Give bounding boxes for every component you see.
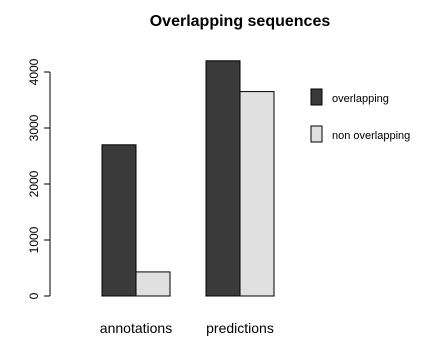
- x-category-label: predictions: [206, 320, 274, 336]
- y-tick-label: 4000: [27, 58, 41, 85]
- legend-label-non-overlapping: non overlapping: [332, 130, 410, 142]
- chart-title: Overlapping sequences: [150, 13, 331, 30]
- category-labels: annotations predictions: [100, 320, 274, 336]
- y-tick-label: 0: [27, 292, 41, 299]
- legend-swatch-non-overlapping: [310, 125, 323, 143]
- bar-annotations-non-overlapping: [135, 271, 171, 297]
- x-category-label: annotations: [100, 320, 172, 336]
- bar-predictions-overlapping: [205, 60, 241, 297]
- bar-annotations-overlapping: [101, 144, 137, 297]
- bar-predictions-non-overlapping: [239, 91, 275, 297]
- y-tick-label: 3000: [27, 114, 41, 141]
- legend-swatch-overlapping: [310, 88, 323, 106]
- y-tick-label: 2000: [27, 170, 41, 197]
- legend-label-overlapping: overlapping: [332, 93, 389, 105]
- bars: [101, 60, 275, 297]
- legend: overlapping non overlapping: [310, 88, 410, 143]
- y-tick-label: 1000: [27, 226, 41, 253]
- y-axis: 0 1000 2000 3000 4000: [27, 58, 51, 299]
